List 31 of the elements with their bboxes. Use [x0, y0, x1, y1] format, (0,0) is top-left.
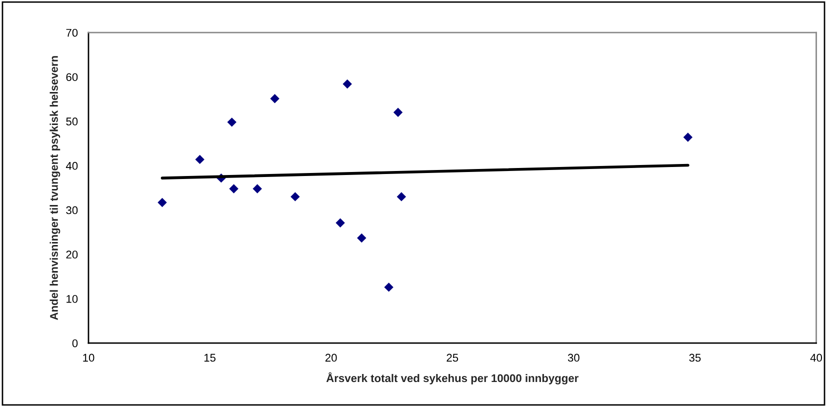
point — [683, 132, 693, 142]
x-tick-label: 40 — [810, 354, 822, 362]
point — [252, 184, 262, 194]
point — [357, 233, 366, 243]
y-tick-label: 40 — [66, 162, 78, 170]
point — [270, 94, 280, 104]
point — [229, 184, 238, 194]
y-tick-label: 60 — [66, 73, 78, 82]
y-tick-label: 50 — [66, 118, 78, 126]
x-tick-label: 15 — [204, 354, 216, 362]
y-tick-label: 70 — [66, 28, 78, 37]
x-tick-label: 30 — [568, 354, 580, 362]
point — [290, 192, 300, 202]
x-tick-label: 20 — [325, 354, 337, 362]
point — [384, 282, 394, 292]
x-axis-title: Årsverk totalt ved sykehus per 10000 innbygger — [326, 372, 578, 384]
x-tick-label: 35 — [689, 354, 701, 362]
y-tick-label: 0 — [72, 339, 78, 348]
point — [195, 154, 204, 164]
y-tick-label: 20 — [66, 250, 78, 259]
point — [396, 192, 406, 202]
x-tick-label: 10 — [83, 354, 94, 362]
y-tick-label: 30 — [66, 206, 78, 214]
point — [158, 198, 167, 208]
point — [227, 118, 236, 127]
point — [342, 79, 352, 89]
y-axis-title: Andel henvisninger til tvungent psykisk helsevern — [50, 56, 60, 320]
y-tick-label: 10 — [66, 295, 78, 303]
point — [336, 218, 345, 228]
point — [393, 108, 403, 118]
x-tick-label: 25 — [446, 354, 458, 362]
